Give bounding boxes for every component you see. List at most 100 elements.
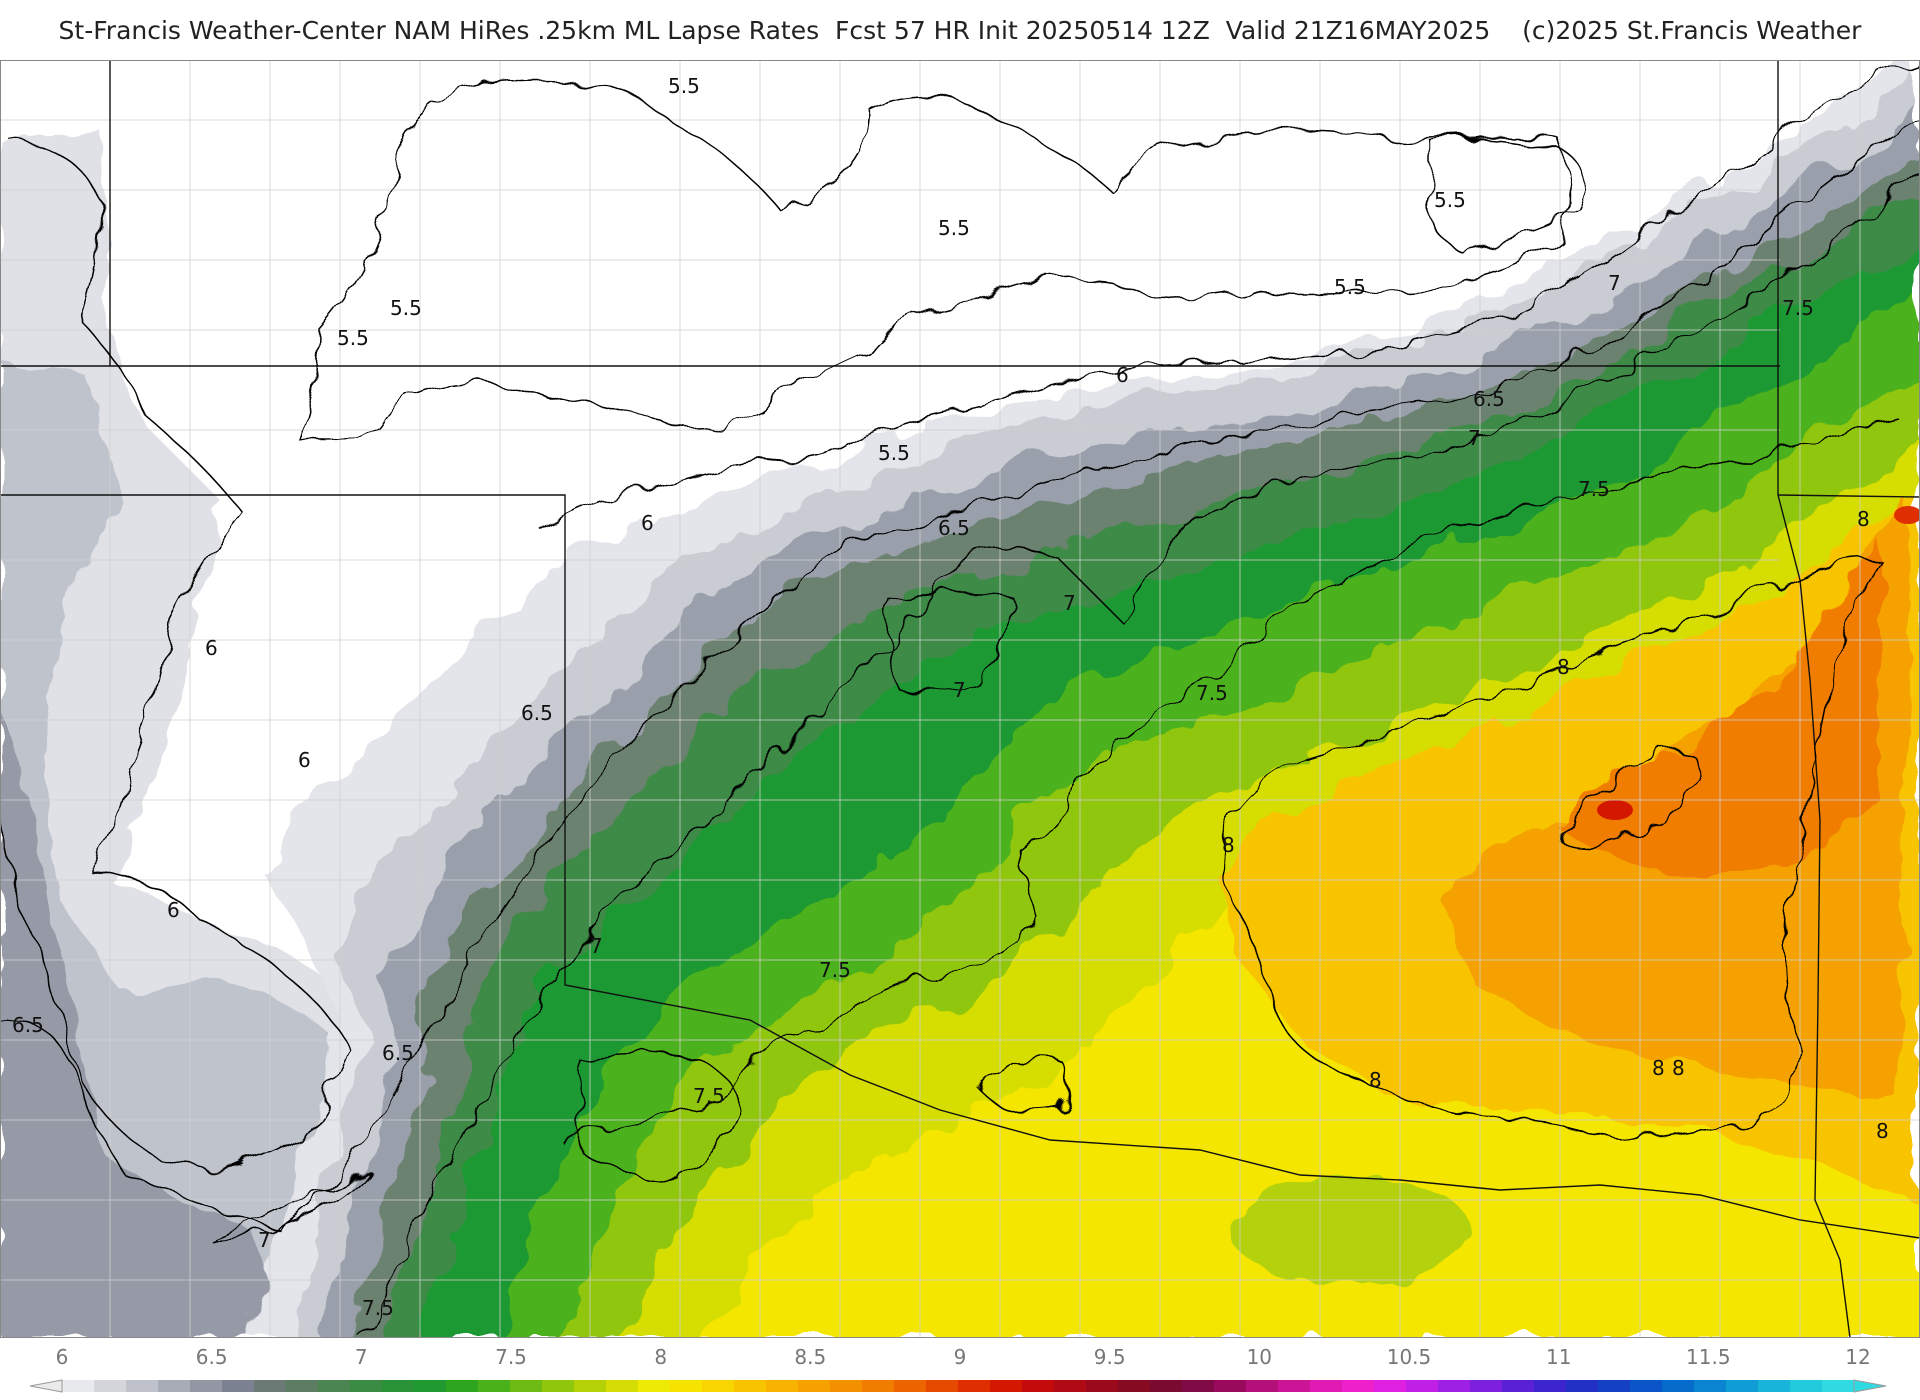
contour-label: 5.5: [878, 441, 910, 465]
contour-label: 5.5: [1334, 275, 1366, 299]
contour-label: 6: [167, 898, 180, 922]
contour-label: 5.5: [938, 216, 970, 240]
colorbar-swatch: [446, 1380, 479, 1392]
contour-label: 8: [1652, 1056, 1665, 1080]
contour-label: 7: [953, 678, 966, 702]
colorbar-swatch: [1150, 1380, 1183, 1392]
colorbar-swatches: [62, 1380, 1855, 1392]
colorbar-tick-label: 6.5: [196, 1345, 228, 1369]
colorbar-swatch: [926, 1380, 959, 1392]
colorbar-swatch: [126, 1380, 159, 1392]
contour-label: 6: [205, 636, 218, 660]
contour-label: 7.5: [362, 1296, 394, 1320]
colorbar-swatch: [94, 1380, 127, 1392]
map-title: St-Francis Weather-Center NAM HiRes .25k…: [58, 15, 1862, 45]
band-gray-mid: [0, 360, 380, 1338]
contour-5-5-north: [299, 78, 1571, 444]
colorbar-swatch: [638, 1380, 671, 1392]
colorbar-swatch: [1726, 1380, 1759, 1392]
colorbar-swatch: [1374, 1380, 1407, 1392]
colorbar-swatch: [1598, 1380, 1631, 1392]
contour-label: 5.5: [668, 74, 700, 98]
contour-label: 7: [1608, 271, 1621, 295]
colorbar-swatch: [478, 1380, 511, 1392]
band-gray-dark: [0, 700, 300, 1338]
contour-7-main: [359, 169, 1920, 1338]
colorbar-swatch: [958, 1380, 991, 1392]
colorbar-swatch: [798, 1380, 831, 1392]
colorbar-tick-label: 10.5: [1387, 1345, 1432, 1369]
colorbar-swatch: [1662, 1380, 1695, 1392]
colorbar-swatch: [414, 1380, 447, 1392]
colorbar-tick-label: 9.5: [1094, 1345, 1126, 1369]
colorbar-swatch: [766, 1380, 799, 1392]
colorbar-swatch: [1342, 1380, 1375, 1392]
contour-label: 8: [1369, 1068, 1382, 1092]
colorbar-swatch: [1086, 1380, 1119, 1392]
contour-label: 8: [1672, 1056, 1685, 1080]
colorbar-swatch: [1278, 1380, 1311, 1392]
lapse-rate-map: 5.5 5.5 5.5 5.5 5.5 5.5 5.5 6 6 6 6 6 6.…: [0, 60, 1920, 1338]
colorbar-tick-label: 7: [355, 1345, 368, 1369]
contour-5-5-east: [1427, 135, 1588, 251]
colorbar-swatch: [1822, 1380, 1855, 1392]
colorbar-swatch: [734, 1380, 767, 1392]
contour-label: 7.5: [1782, 296, 1814, 320]
colorbar-swatch: [1022, 1380, 1055, 1392]
colorbar-tick-label: 7.5: [495, 1345, 527, 1369]
fill-bands: [0, 60, 1920, 1338]
band-red-spot: [1597, 800, 1633, 820]
colorbar-swatch: [1406, 1380, 1439, 1392]
colorbar-tick-label: 8: [654, 1345, 667, 1369]
contour-label: 7: [1063, 591, 1076, 615]
colorbar-swatch: [670, 1380, 703, 1392]
colorbar-swatch: [1118, 1380, 1151, 1392]
colorbar-swatch: [1534, 1380, 1567, 1392]
contour-label: 7: [258, 1228, 271, 1252]
colorbar-swatch: [318, 1380, 351, 1392]
colorbar-swatch: [1694, 1380, 1727, 1392]
contour-label: 6.5: [521, 701, 553, 725]
contour-7-box: [885, 592, 1011, 695]
contour-7-5: [559, 419, 1901, 1141]
contour-label: 6.5: [1473, 387, 1505, 411]
colorbar-swatch: [1790, 1380, 1823, 1392]
colorbar-swatch: [350, 1380, 383, 1392]
contour-label: 5.5: [390, 296, 422, 320]
contour-label: 7.5: [693, 1084, 725, 1108]
colorbar-tick-label: 11: [1546, 1345, 1571, 1369]
colorbar-swatch: [222, 1380, 255, 1392]
contour-label: 6.5: [12, 1013, 44, 1037]
contour-label-layer: 5.5 5.5 5.5 5.5 5.5 5.5 5.5 6 6 6 6 6 6.…: [12, 74, 1889, 1320]
contour-label: 6: [298, 748, 311, 772]
contour-label: 8: [1557, 655, 1570, 679]
colorbar-swatch: [1470, 1380, 1503, 1392]
colorbar-swatch: [1566, 1380, 1599, 1392]
contour-lines: [0, 60, 1920, 1338]
colorbar-swatch: [830, 1380, 863, 1392]
colorbar-left-arrow: [29, 1379, 63, 1393]
contour-7-west: [209, 1169, 371, 1241]
state-borders: [0, 60, 1920, 1338]
colorbar-swatch: [894, 1380, 927, 1392]
contour-8-south: [978, 1057, 1071, 1114]
colorbar-ticks: 6 6.5 7 7.5 8 8.5 9 9.5 10 10.5 11 11.5 12: [56, 1345, 1871, 1369]
colorbar-swatch: [286, 1380, 319, 1392]
colorbar: 6 6.5 7 7.5 8 8.5 9 9.5 10 10.5 11 11.5 12: [29, 1345, 1887, 1393]
contour-label: 6: [641, 511, 654, 535]
colorbar-tick-label: 6: [56, 1345, 69, 1369]
contour-label: 8: [1222, 833, 1235, 857]
contour-6-upper: [539, 60, 1920, 531]
contour-label: 8: [1857, 507, 1870, 531]
contour-label: 6.5: [382, 1041, 414, 1065]
colorbar-swatch: [702, 1380, 735, 1392]
contour-label: 7.5: [1196, 681, 1228, 705]
colorbar-tick-label: 11.5: [1686, 1345, 1731, 1369]
contour-label: 6.5: [938, 516, 970, 540]
colorbar-tick-label: 9: [954, 1345, 967, 1369]
colorbar-swatch: [1630, 1380, 1663, 1392]
colorbar-swatch: [574, 1380, 607, 1392]
colorbar-swatch: [1246, 1380, 1279, 1392]
contour-label: 5.5: [1434, 188, 1466, 212]
colorbar-swatch: [158, 1380, 191, 1392]
